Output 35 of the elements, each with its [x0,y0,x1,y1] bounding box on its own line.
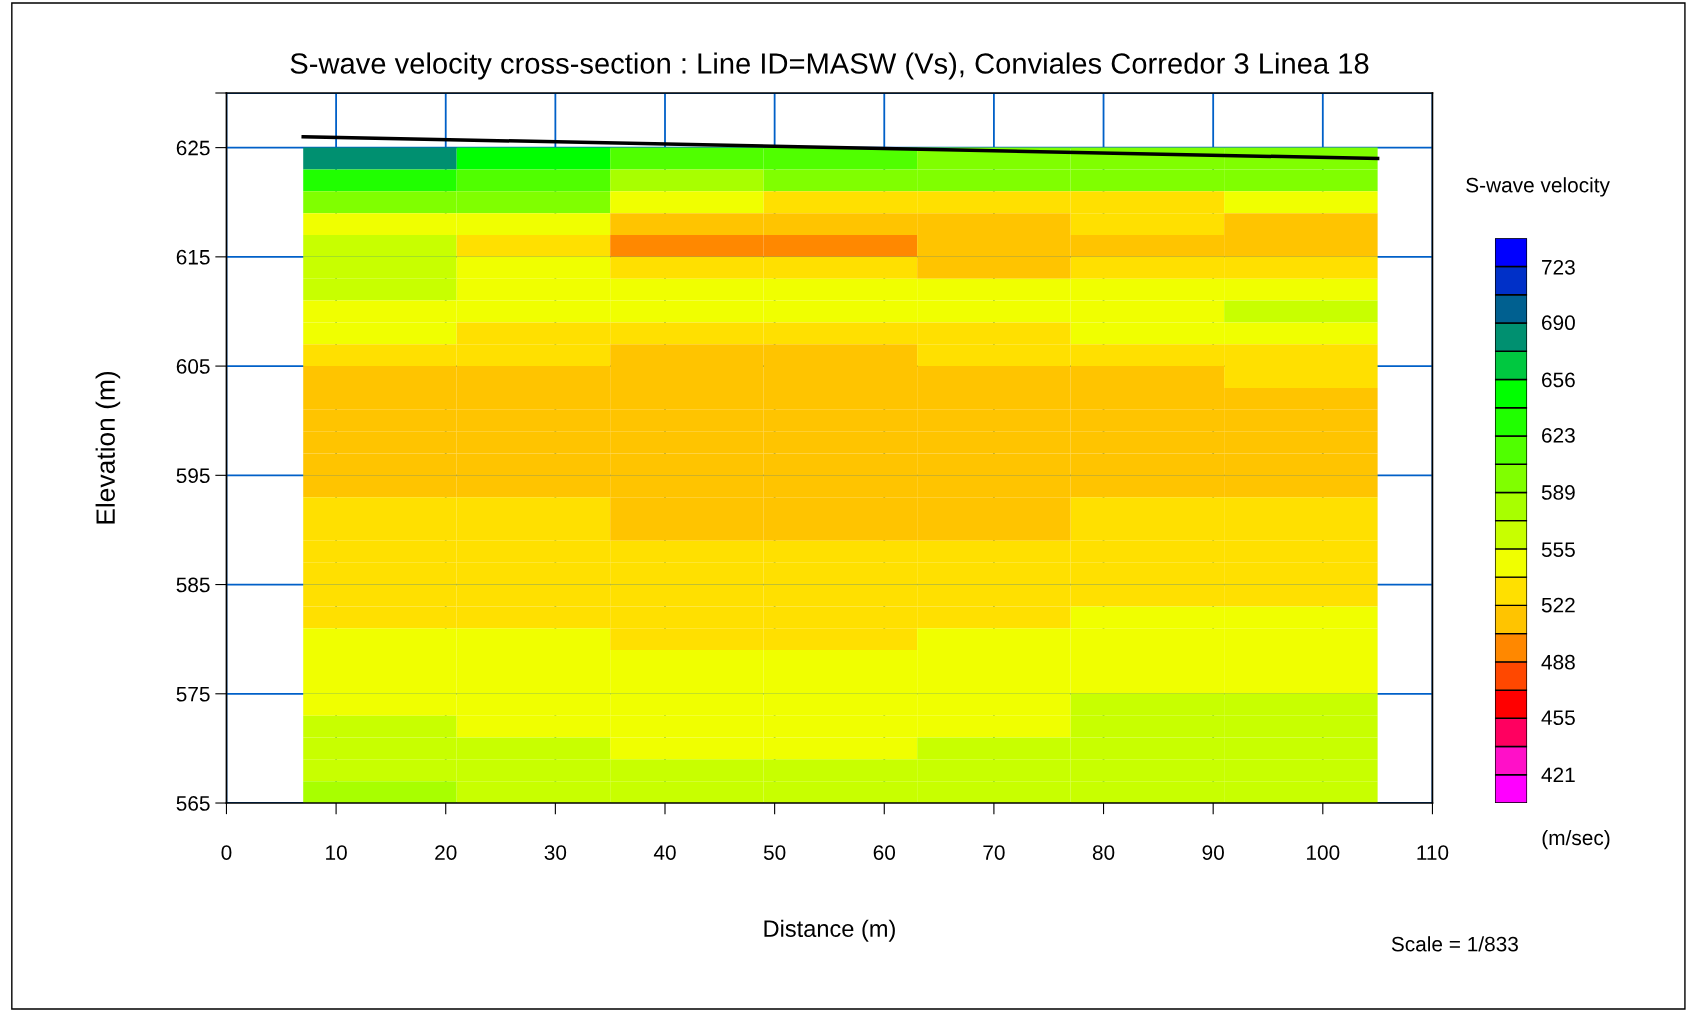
color-bar-label: 656 [1542,372,1575,388]
y-tick-label: 585 [176,577,210,593]
y-tick-label: 595 [176,468,210,484]
color-bar-label: 488 [1541,654,1575,670]
x-tick-label: 30 [544,845,567,860]
x-tick-label: 50 [763,845,786,860]
x-tick-label: 20 [435,845,457,860]
x-tick-label: 80 [1092,845,1115,860]
x-tick-label: 60 [873,845,896,860]
color-bar-label: 690 [1542,315,1575,331]
text: Scale = 1/833 [1391,936,1518,952]
x-axis-title: Distance (m) [764,919,895,942]
color-bar-label: 623 [1542,427,1575,443]
x-tick-label: 70 [983,845,1005,860]
color-bar-label: 455 [1541,710,1575,726]
color-bar-label: 723 [1542,259,1575,275]
chart-title: S-wave velocity cross-section : Line ID=MASW (Vs), Conviales Corredor 3 Linea 18 [290,52,1369,80]
text: (m/sec) [1542,829,1610,850]
y-tick-label: 625 [176,140,210,156]
color-bar-title: S-wave velocity [1466,177,1610,197]
y-tick-label: 615 [176,249,210,265]
y-tick-label: 605 [176,359,210,374]
color-bar-label: 555 [1541,542,1575,557]
y-tick-label: 575 [176,687,210,702]
x-tick-label: 90 [1202,845,1224,860]
x-tick-label: 0 [221,845,232,860]
color-bar-label: 421 [1541,767,1575,782]
x-tick-label: 10 [326,845,347,860]
color-bar-label: 589 [1541,485,1575,500]
x-tick-label: 110 [1417,845,1449,860]
y-tick-label: 565 [176,796,210,811]
y-axis-title: Elevation (m) [95,371,121,524]
color-bar-label: 522 [1541,597,1575,613]
x-tick-label: 100 [1307,845,1340,860]
x-tick-label: 40 [653,845,676,860]
